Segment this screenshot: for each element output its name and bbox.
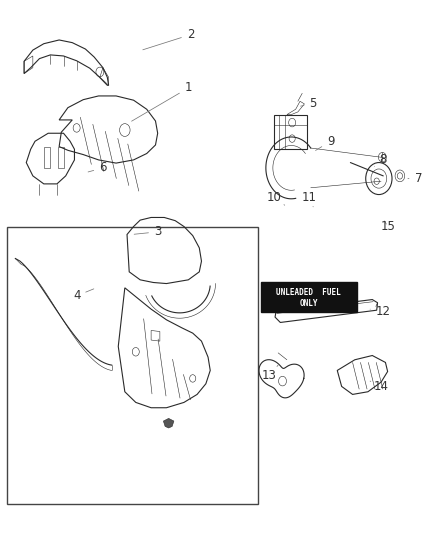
Text: 6: 6: [88, 161, 107, 174]
Text: 1: 1: [131, 82, 192, 121]
Bar: [7, 227, 258, 504]
Text: 9: 9: [315, 135, 335, 150]
Text: 2: 2: [143, 28, 194, 50]
Bar: [261, 282, 357, 312]
Text: 15: 15: [380, 220, 395, 233]
Text: 7: 7: [408, 172, 422, 185]
Text: 11: 11: [301, 191, 316, 207]
Text: 13: 13: [262, 365, 278, 382]
Text: 10: 10: [266, 191, 285, 205]
Text: UNLEADED  FUEL: UNLEADED FUEL: [276, 288, 341, 297]
Text: 3: 3: [134, 225, 161, 238]
Polygon shape: [163, 418, 174, 428]
Text: 5: 5: [300, 98, 317, 110]
Text: 14: 14: [370, 380, 389, 393]
Text: 4: 4: [73, 289, 94, 302]
Text: 8: 8: [374, 154, 387, 166]
Text: ONLY: ONLY: [300, 299, 318, 308]
Text: 12: 12: [370, 305, 391, 318]
